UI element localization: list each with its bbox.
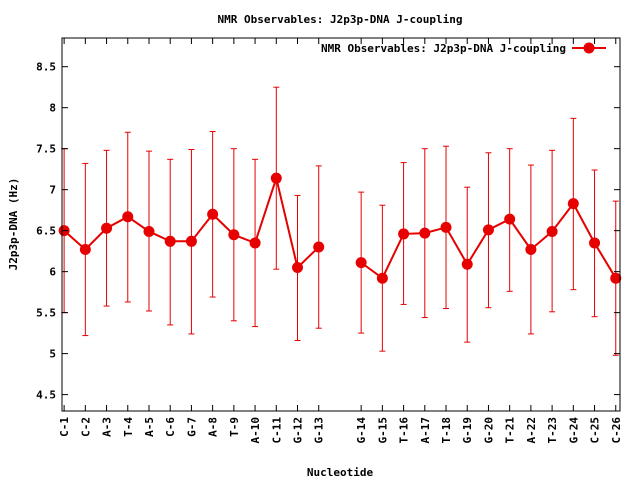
data-point [610, 272, 622, 284]
data-point [249, 237, 261, 249]
x-tick-label: G-7 [185, 417, 198, 437]
x-tick-label: G-20 [482, 417, 495, 444]
chart-title: NMR Observables: J2p3p-DNA J-coupling [217, 13, 462, 26]
x-tick-label: T-16 [398, 417, 411, 444]
data-point [164, 235, 176, 247]
data-point [525, 244, 537, 256]
y-tick-label: 4.5 [36, 389, 56, 402]
x-tick-label: G-15 [376, 417, 389, 444]
data-point [270, 172, 282, 184]
legend-marker [583, 42, 595, 54]
data-point [589, 237, 601, 249]
data-point [313, 241, 325, 253]
x-tick-label: G-14 [355, 417, 368, 444]
x-tick-label: A-3 [101, 417, 114, 437]
x-tick-label: T-18 [440, 417, 453, 444]
data-point [504, 213, 516, 225]
data-point [546, 225, 558, 237]
data-point [292, 262, 304, 274]
plot-frame [61, 37, 621, 412]
x-tick-label: A-8 [207, 417, 220, 437]
data-point [440, 221, 452, 233]
x-tick-label: G-19 [461, 417, 474, 444]
legend-label: NMR Observables: J2p3p-DNA J-coupling [321, 42, 566, 55]
data-point [419, 227, 431, 239]
x-tick-label: T-21 [504, 417, 517, 444]
data-point [398, 228, 410, 240]
x-tick-label: T-23 [546, 417, 559, 444]
data-point [376, 272, 388, 284]
y-tick-label: 5 [49, 348, 56, 361]
x-tick-label: A-5 [143, 417, 156, 437]
x-tick-label: C-2 [79, 417, 92, 437]
x-tick-label: T-4 [122, 417, 135, 437]
y-tick-label: 6 [49, 266, 56, 279]
y-tick-label: 7 [49, 184, 56, 197]
data-point [79, 244, 91, 256]
data-point [567, 198, 579, 210]
x-axis-label: Nucleotide [307, 466, 374, 479]
x-tick-label: A-22 [525, 417, 538, 444]
x-tick-label: A-17 [419, 417, 432, 444]
data-point [207, 208, 219, 220]
legend: NMR Observables: J2p3p-DNA J-coupling [321, 42, 606, 55]
data-point [461, 258, 473, 270]
x-tick-label: C-11 [270, 417, 283, 444]
x-tick-label: C-6 [164, 417, 177, 437]
data-point [122, 211, 134, 223]
x-tick-label: G-24 [567, 417, 580, 444]
x-tick-label: T-9 [228, 417, 241, 437]
data-point [185, 235, 197, 247]
x-tick-label: C-1 [58, 417, 71, 437]
data-point [482, 224, 494, 236]
y-tick-label: 5.5 [36, 307, 56, 320]
y-tick-label: 6.5 [36, 225, 56, 238]
y-tick-label: 8.5 [36, 61, 56, 74]
y-tick-label: 8 [49, 102, 56, 115]
x-tick-label: C-25 [589, 417, 602, 444]
data-point [143, 225, 155, 237]
x-tick-label: G-12 [292, 417, 305, 444]
data-point [228, 229, 240, 241]
data-point [355, 257, 367, 269]
y-axis-label: J2p3p-DNA (Hz) [7, 178, 20, 271]
x-tick-label: A-10 [249, 417, 262, 444]
x-tick-label: C-26 [610, 417, 623, 444]
y-tick-label: 7.5 [36, 143, 56, 156]
data-point [101, 222, 113, 234]
x-tick-label: G-13 [313, 417, 326, 444]
